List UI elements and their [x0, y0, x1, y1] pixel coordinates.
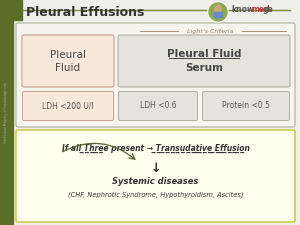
FancyBboxPatch shape	[16, 23, 295, 127]
FancyBboxPatch shape	[16, 130, 295, 222]
FancyBboxPatch shape	[118, 92, 197, 121]
FancyBboxPatch shape	[118, 35, 290, 87]
FancyBboxPatch shape	[22, 92, 113, 121]
Circle shape	[214, 5, 221, 13]
Text: LDH <200 U/l: LDH <200 U/l	[42, 101, 94, 110]
Text: ge: ge	[263, 5, 274, 14]
Circle shape	[209, 3, 227, 21]
Bar	[0, 0, 22, 20]
Text: Systemic diseases: Systemic diseases	[112, 178, 199, 187]
Text: Pleural: Pleural	[50, 50, 86, 60]
Text: ↓: ↓	[150, 162, 161, 175]
FancyBboxPatch shape	[202, 92, 290, 121]
Text: Pleural Fluid: Pleural Fluid	[167, 49, 241, 59]
Text: If all ̲T̲h̲r̲e̲e present → ̲T̲r̲a̲n̲s̲u̲d̲a̲t̲i̲v̲e̲ ̲E̲f̲f̲u̲s̲i̲o̲n: If all ̲T̲h̲r̲e̲e present → ̲T̲r̲a̲n̲s̲u…	[61, 143, 249, 153]
Circle shape	[208, 2, 228, 22]
Text: Pleural Effusions: Pleural Effusions	[26, 5, 144, 18]
FancyBboxPatch shape	[22, 35, 114, 87]
Text: med: med	[251, 5, 270, 14]
Text: know: know	[231, 5, 254, 14]
Text: LDH <0.6: LDH <0.6	[140, 101, 176, 110]
Text: Intellectual Property of knowmedge.com: Intellectual Property of knowmedge.com	[4, 83, 8, 144]
Text: (CHF, Nephrotic Syndrome, Hypothyroidism, Ascites): (CHF, Nephrotic Syndrome, Hypothyroidism…	[68, 192, 243, 198]
Text: Light’s Criteria: Light’s Criteria	[187, 29, 233, 34]
Text: Protein <0.5: Protein <0.5	[222, 101, 270, 110]
Text: Fluid: Fluid	[56, 63, 81, 73]
Bar	[214, 12, 222, 17]
Bar	[0, 0, 13, 225]
Text: Serum: Serum	[185, 63, 223, 73]
